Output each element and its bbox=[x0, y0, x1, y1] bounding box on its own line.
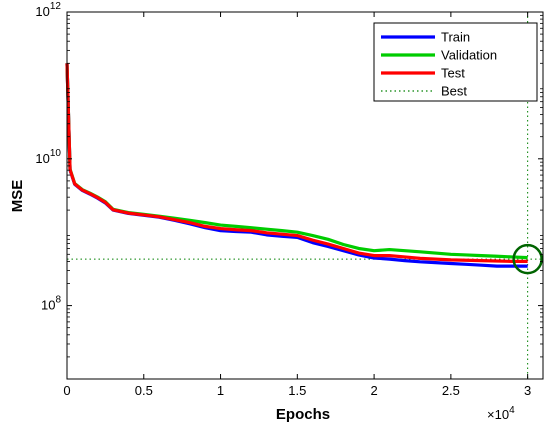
x-axis-label: Epochs bbox=[276, 406, 330, 423]
series-line-test bbox=[65, 63, 528, 264]
y-axis-label: MSE bbox=[9, 180, 26, 213]
x-tick-label: 2 bbox=[370, 383, 377, 398]
x-scale-note: ×104 bbox=[487, 405, 515, 422]
y-tick-label: 108 bbox=[41, 295, 61, 313]
x-scale-exponent: 4 bbox=[509, 405, 515, 416]
y-tick-label: 1012 bbox=[35, 1, 61, 19]
x-tick-label: 1 bbox=[217, 383, 224, 398]
y-axis-ticks: 108 1010 1012 bbox=[35, 1, 543, 358]
x-scale-base: ×10 bbox=[487, 407, 509, 422]
x-tick-label: 2.5 bbox=[442, 383, 460, 398]
x-tick-label: 0.5 bbox=[135, 383, 153, 398]
legend-label-best: Best bbox=[441, 84, 467, 99]
legend: Train Validation Test Best bbox=[373, 22, 538, 102]
x-tick-label: 1.5 bbox=[288, 383, 306, 398]
legend-label-train: Train bbox=[441, 30, 470, 45]
x-axis-ticks: 0 0.5 1 1.5 2 2.5 3 bbox=[63, 12, 531, 398]
legend-label-test: Test bbox=[441, 66, 465, 81]
x-tick-label: 0 bbox=[63, 383, 70, 398]
y-tick-label: 1010 bbox=[35, 148, 61, 166]
best-marker bbox=[512, 243, 543, 275]
x-tick-label: 3 bbox=[524, 383, 531, 398]
plot-frame bbox=[66, 11, 544, 380]
legend-label-validation: Validation bbox=[441, 48, 497, 63]
series-layer bbox=[65, 63, 528, 268]
best-marker-layer bbox=[512, 243, 543, 275]
